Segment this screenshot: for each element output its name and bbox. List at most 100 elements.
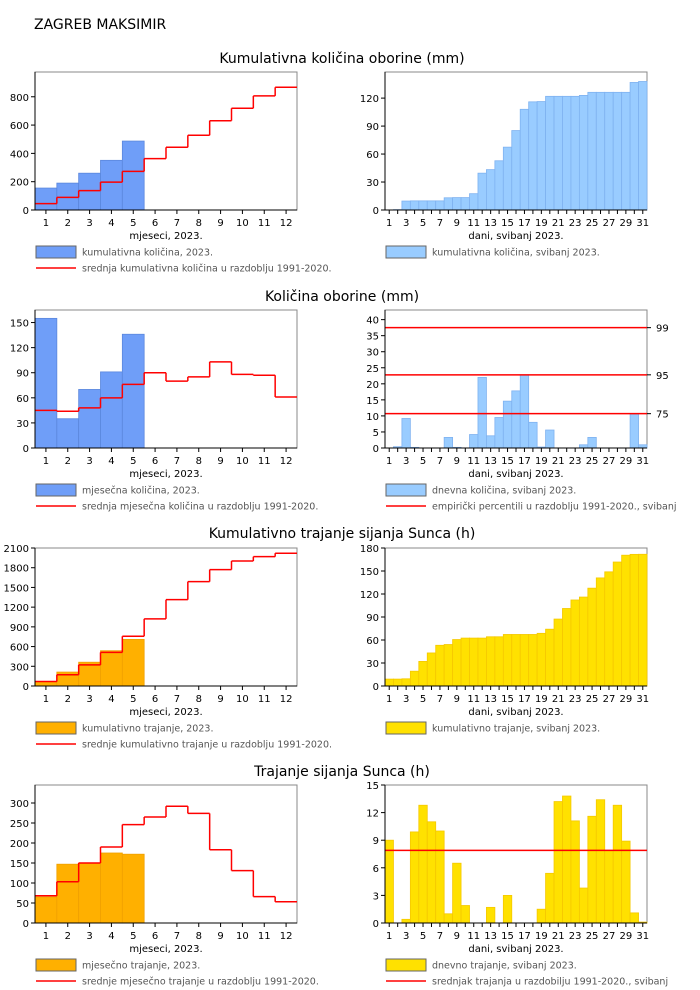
y-tick-label: 90 (366, 613, 379, 624)
bar (477, 376, 487, 449)
x-tick-label: 12 (280, 456, 293, 467)
bar (519, 634, 530, 687)
percentile-label: 95 (656, 371, 669, 382)
bar (486, 435, 496, 449)
x-tick-label: 3 (403, 456, 409, 467)
x-tick-label: 12 (280, 694, 293, 705)
x-axis-label: mjeseci, 2023. (129, 231, 202, 242)
bar (452, 862, 462, 924)
bar (494, 160, 504, 211)
bar (629, 413, 639, 449)
x-tick-label: 25 (586, 931, 599, 942)
bar (477, 172, 487, 211)
x-tick-label: 15 (501, 218, 514, 229)
bar (587, 815, 597, 924)
bar (393, 678, 403, 687)
bar (78, 661, 101, 687)
bar (460, 197, 470, 211)
x-tick-label: 15 (501, 931, 514, 942)
bar (604, 849, 614, 924)
bar (384, 839, 394, 924)
x-tick-label: 3 (86, 931, 92, 942)
x-tick-label: 5 (420, 456, 426, 467)
x-tick-label: 7 (437, 456, 443, 467)
y-tick-label: 40 (366, 316, 379, 327)
bar (638, 81, 648, 211)
x-tick-label: 17 (518, 931, 531, 942)
y-tick-label: 9 (373, 836, 379, 847)
y-tick-label: 0 (23, 919, 29, 930)
y-tick-label: 50 (16, 899, 29, 910)
legend-swatch (35, 483, 77, 497)
x-tick-label: 21 (552, 931, 565, 942)
y-tick-label: 60 (16, 394, 29, 405)
bar (562, 795, 572, 924)
y-tick-label: 20 (366, 380, 379, 391)
x-tick-label: 27 (603, 218, 616, 229)
y-tick-label: 3 (373, 891, 379, 902)
x-tick-label: 11 (258, 456, 271, 467)
x-tick-label: 1 (43, 931, 49, 942)
x-tick-label: 8 (196, 694, 202, 705)
legend-label: kumulativno trajanje, svibanj 2023. (432, 724, 600, 735)
y-tick-label: 900 (10, 623, 29, 634)
x-tick-label: 17 (518, 218, 531, 229)
bar (443, 644, 454, 687)
bar (612, 804, 623, 924)
x-tick-label: 12 (280, 931, 293, 942)
x-tick-label: 29 (620, 931, 633, 942)
bar (562, 608, 572, 687)
bar (553, 801, 563, 924)
bar (553, 95, 563, 211)
x-tick-label: 11 (258, 931, 271, 942)
bar (570, 599, 580, 687)
legend-label: kumulativno trajanje, 2023. (82, 724, 213, 735)
y-tick-label: 30 (16, 419, 29, 430)
bar (536, 908, 546, 924)
section-title: Količina oborine (mm) (265, 289, 419, 305)
bar (443, 437, 454, 449)
x-tick-label: 7 (174, 218, 180, 229)
y-tick-label: 300 (10, 799, 29, 810)
x-tick-label: 11 (467, 694, 480, 705)
x-tick-label: 9 (217, 694, 223, 705)
bar (519, 108, 530, 211)
legend-swatch (35, 958, 77, 972)
y-tick-label: 0 (23, 682, 29, 693)
bar (621, 554, 631, 687)
section-title: Trajanje sijanja Sunca (h) (253, 764, 430, 780)
bar (595, 799, 606, 924)
legend-swatch (385, 245, 427, 259)
bar (511, 130, 521, 211)
x-tick-label: 1 (386, 218, 392, 229)
x-tick-label: 2 (65, 218, 71, 229)
bar (401, 418, 411, 449)
legend-label: kumulativna količina, svibanj 2023. (432, 248, 600, 259)
legend-label: dnevno trajanje, svibanj 2023. (432, 961, 577, 972)
bar (629, 912, 639, 924)
bar (511, 634, 521, 687)
x-axis-label: dani, svibanj 2023. (468, 231, 563, 242)
x-tick-label: 11 (467, 218, 480, 229)
x-tick-label: 6 (152, 456, 158, 467)
bar (595, 577, 606, 687)
bar (604, 571, 614, 687)
legend-label: kumulativna količina, 2023. (82, 248, 213, 259)
bar (121, 333, 145, 449)
bar (384, 678, 394, 687)
y-tick-label: 90 (16, 369, 29, 380)
bar (34, 681, 58, 687)
section-title: Kumulativno trajanje sijanja Sunca (h) (209, 526, 476, 542)
x-tick-label: 7 (437, 694, 443, 705)
legend-swatch (35, 721, 77, 735)
bar (469, 637, 479, 687)
x-tick-label: 4 (108, 931, 114, 942)
y-tick-label: 150 (360, 567, 379, 578)
y-tick-label: 1800 (4, 564, 29, 575)
bar (545, 628, 555, 687)
x-axis-label: dani, svibanj 2023. (468, 707, 563, 718)
bar (528, 421, 538, 449)
y-tick-label: 0 (373, 444, 379, 455)
bar (34, 187, 58, 211)
bar (100, 159, 123, 211)
